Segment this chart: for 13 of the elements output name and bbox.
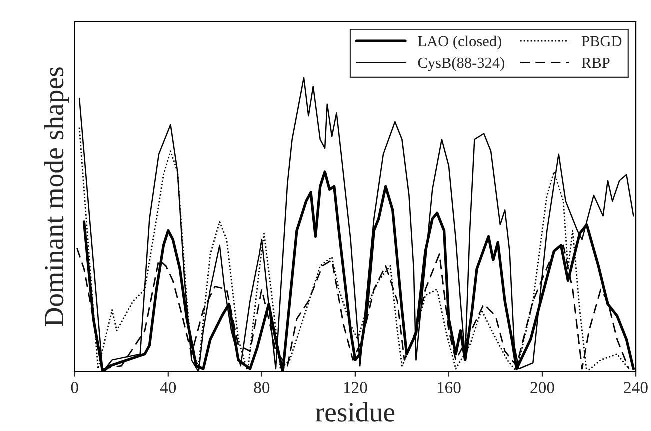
x-tick-label: 40: [160, 382, 176, 394]
x-tick-label: 80: [254, 382, 270, 394]
x-tick-label: 120: [344, 382, 368, 394]
legend-label: CysB(88-324): [418, 57, 504, 72]
x-axis-title: residue: [316, 402, 395, 422]
x-tick-label: 200: [530, 382, 554, 394]
legend-label: RBP: [582, 58, 610, 68]
legend-label: PBGD: [582, 36, 622, 47]
x-tick-label: 160: [438, 382, 461, 394]
legend-label: LAO (closed): [418, 36, 502, 50]
y-axis-title: Dominant mode shapes: [44, 68, 70, 327]
x-tick-label: 240: [624, 382, 648, 394]
x-tick-label: 0: [71, 382, 78, 394]
